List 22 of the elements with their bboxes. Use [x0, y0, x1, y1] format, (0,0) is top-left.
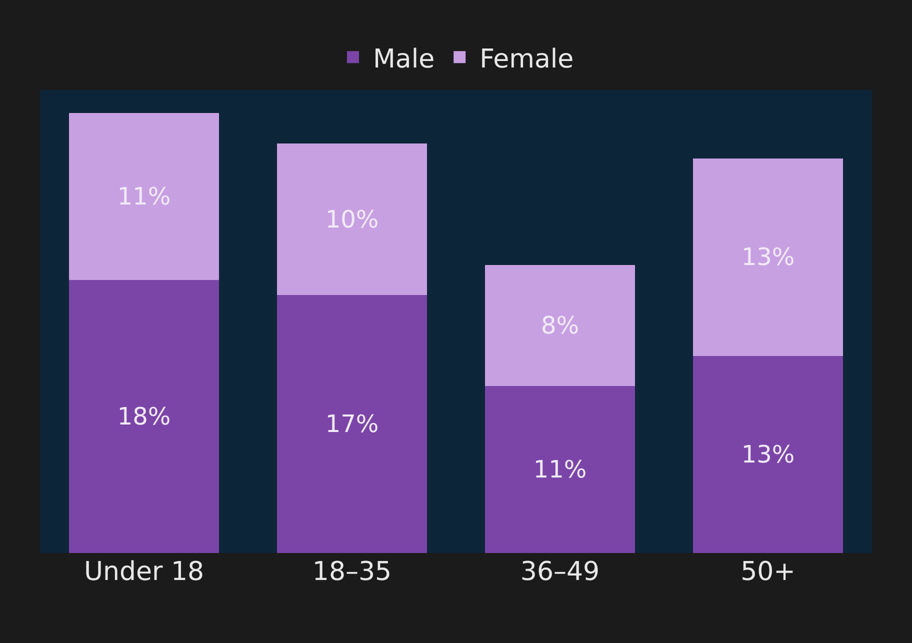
x-tick-label: 50+: [740, 557, 796, 587]
bar: [277, 295, 427, 553]
x-tick-label: Under 18: [84, 557, 204, 587]
bar: [693, 356, 843, 553]
data-label: 8%: [540, 311, 580, 340]
bar: [69, 113, 219, 280]
x-tick-label: 36–49: [520, 557, 600, 587]
data-label: 11%: [533, 456, 587, 484]
bar: [69, 280, 219, 553]
data-label: 10%: [325, 205, 379, 234]
data-label: 11%: [117, 182, 171, 211]
legend-label: Male: [373, 44, 435, 74]
legend-label: Female: [480, 44, 574, 74]
x-tick-label: 18–35: [312, 557, 392, 587]
data-label: 13%: [741, 243, 795, 272]
bar: [485, 386, 635, 553]
bar: [693, 158, 843, 356]
bar: [277, 143, 427, 296]
data-label: 17%: [325, 410, 379, 438]
data-label: 18%: [117, 402, 171, 430]
data-label: 13%: [741, 440, 795, 468]
bar: [485, 264, 635, 386]
